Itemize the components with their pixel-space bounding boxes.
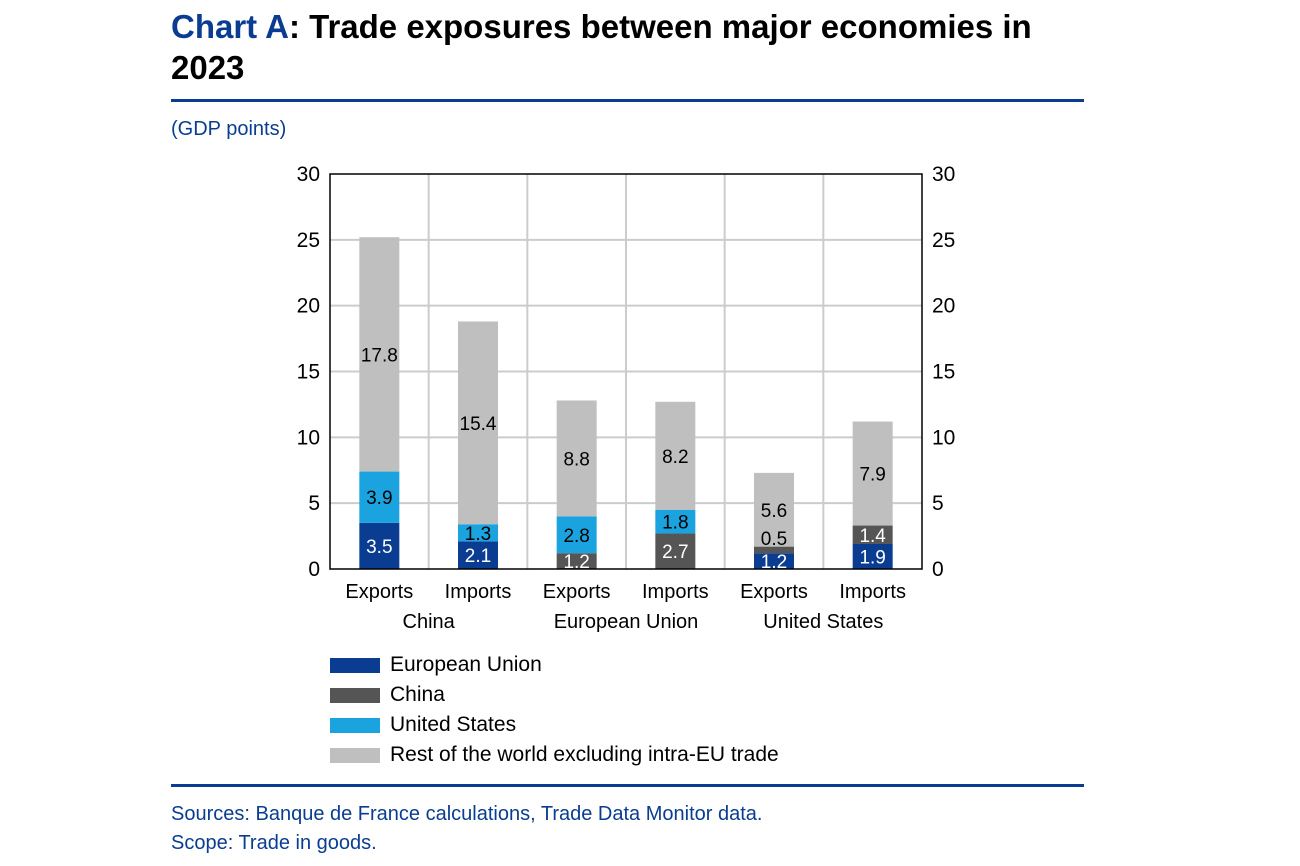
y-tick-label-left: 20 [297, 295, 320, 318]
x-tick-label: Exports [345, 581, 413, 603]
x-tick-label: Exports [543, 581, 611, 603]
legend-swatch [330, 747, 380, 763]
y-tick-label-right: 10 [932, 426, 955, 449]
bar-segment [655, 533, 696, 569]
data-label: 1.8 [662, 513, 688, 534]
data-label: 2.8 [563, 526, 589, 547]
data-label: 1.4 [859, 526, 886, 547]
bar-segment [754, 546, 794, 554]
plot-frame [329, 173, 923, 570]
legend-item: Rest of the world excluding intra-EU tra… [330, 740, 779, 770]
y-tick-label-right: 5 [932, 492, 944, 515]
y-tick-label-right: 20 [932, 295, 955, 318]
data-label: 3.9 [366, 488, 392, 509]
x-tick-label: Imports [445, 581, 512, 603]
data-label: 7.9 [859, 465, 885, 486]
x-tick-label: Imports [839, 581, 906, 603]
bar-segment [359, 471, 400, 523]
y-tick-label-right: 25 [932, 229, 955, 252]
bar-segment [359, 237, 400, 472]
bar-segment [458, 321, 498, 525]
data-label: 3.5 [366, 537, 392, 558]
sources-note: Sources: Banque de France calculations, … [171, 803, 763, 825]
bar-segment [655, 509, 696, 534]
x-tick-label: Imports [642, 581, 709, 603]
bar-segment [852, 421, 893, 526]
legend-label: United States [390, 713, 517, 736]
legend-swatch [330, 657, 380, 673]
unit-label: (GDP points) [171, 118, 287, 140]
bottom-divider [171, 784, 1084, 787]
data-label: 1.2 [563, 552, 589, 573]
y-tick-label-left: 10 [297, 426, 320, 449]
legend-label: Rest of the world excluding intra-EU tra… [390, 743, 779, 766]
bar-segment [458, 524, 498, 542]
x-group-label: China [403, 611, 456, 633]
bar-segment [556, 400, 597, 517]
bar-segment [852, 543, 893, 569]
data-label: 1.9 [859, 547, 885, 568]
y-tick-label-left: 5 [308, 492, 320, 515]
legend-item: European Union [330, 650, 779, 680]
y-tick-label-left: 0 [308, 558, 320, 581]
scope-note: Scope: Trade in goods. [171, 832, 377, 854]
bar-segment [754, 472, 794, 547]
legend-swatch [330, 717, 380, 733]
legend-item: United States [330, 710, 779, 740]
legend-swatch [330, 687, 380, 703]
bar-segment [556, 553, 597, 569]
y-tick-label-right: 0 [932, 558, 944, 581]
data-label: 2.1 [465, 546, 491, 567]
data-label: 5.6 [761, 501, 787, 522]
data-label: 8.8 [563, 449, 589, 470]
data-label: 17.8 [361, 345, 398, 366]
title-rest: : Trade exposures between major economie… [171, 8, 1032, 86]
title-prefix: Chart A [171, 8, 289, 45]
bar-segment [655, 401, 696, 510]
bar-segment [754, 553, 794, 569]
y-tick-label-left: 15 [297, 361, 320, 384]
data-label: 1.3 [465, 524, 491, 545]
legend-label: China [390, 683, 445, 706]
data-label: 15.4 [460, 414, 497, 435]
y-tick-label-right: 30 [932, 163, 955, 186]
x-tick-label: Exports [740, 581, 808, 603]
data-label: 0.5 [761, 529, 787, 550]
legend: European Union China United States Rest of … [330, 650, 779, 770]
chart-title: Chart A: Trade exposures between major e… [171, 6, 1071, 88]
bar-segment [852, 525, 893, 544]
bar-segment [359, 522, 400, 569]
y-tick-label-left: 30 [297, 163, 320, 186]
legend-label: European Union [390, 653, 542, 676]
x-group-label: United States [763, 611, 883, 633]
top-divider [171, 99, 1084, 102]
data-label: 8.2 [662, 447, 688, 468]
y-tick-label-left: 25 [297, 229, 320, 252]
x-group-label: European Union [554, 611, 699, 633]
data-label: 2.7 [662, 542, 688, 563]
legend-item: China [330, 680, 779, 710]
bar-segment [458, 541, 498, 569]
bar-segment [556, 516, 597, 554]
y-tick-label-right: 15 [932, 361, 955, 384]
data-label: 1.2 [761, 552, 787, 573]
